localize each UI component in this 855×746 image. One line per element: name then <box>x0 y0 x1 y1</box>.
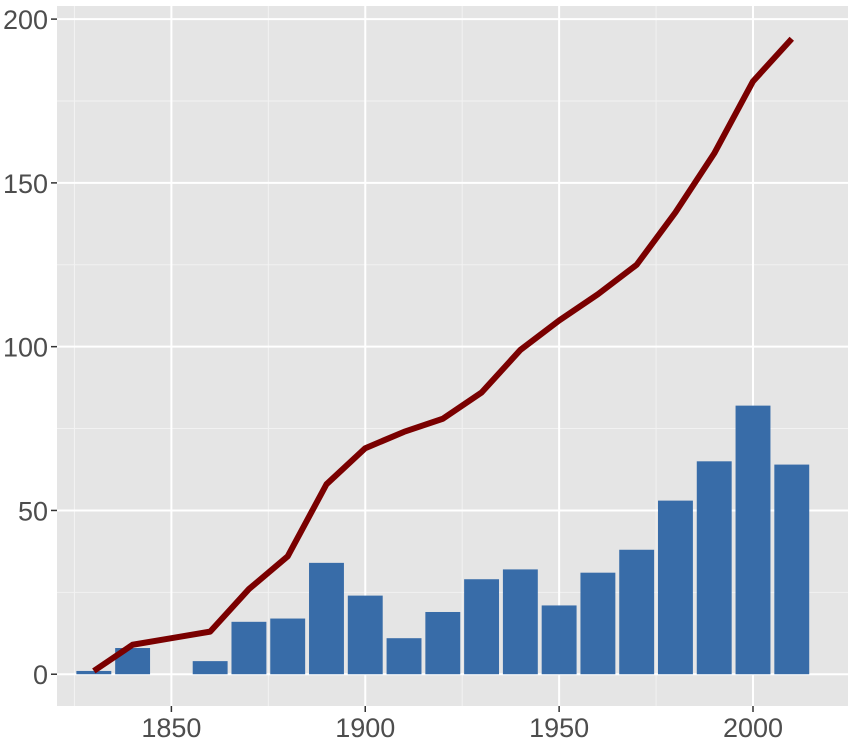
bar <box>658 500 693 675</box>
bar <box>580 572 616 675</box>
bar <box>386 638 422 675</box>
bar <box>619 549 655 675</box>
y-tick-label: 100 <box>3 333 48 363</box>
bar <box>774 464 810 675</box>
bar <box>696 461 732 675</box>
bar <box>464 579 500 675</box>
bar <box>347 595 383 675</box>
bar <box>309 562 344 675</box>
x-tick-label: 1900 <box>335 713 395 741</box>
line-series <box>92 36 794 674</box>
y-tick-label: 150 <box>3 169 48 199</box>
x-tick-label: 2000 <box>723 713 783 741</box>
x-axis-labels: 1850 1900 1950 2000 <box>141 713 783 743</box>
bar <box>231 621 267 675</box>
y-tick-label: 200 <box>3 5 48 35</box>
bar <box>192 661 228 675</box>
line-series-path <box>92 36 794 674</box>
grid-minor <box>57 6 848 706</box>
x-tick-label: 1850 <box>141 713 201 741</box>
bar <box>735 405 771 675</box>
y-axis-labels: 0 50 100 150 200 <box>3 5 48 690</box>
bar <box>541 605 577 675</box>
bar <box>425 611 461 675</box>
y-tick-label: 50 <box>18 496 48 526</box>
bar <box>270 618 306 675</box>
bar <box>502 569 538 675</box>
grid-major <box>57 6 848 706</box>
axis-ticks <box>51 18 754 712</box>
bar <box>76 670 112 675</box>
bar-series <box>76 405 810 675</box>
y-tick-label: 0 <box>33 660 48 690</box>
x-tick-label: 1950 <box>529 713 589 741</box>
